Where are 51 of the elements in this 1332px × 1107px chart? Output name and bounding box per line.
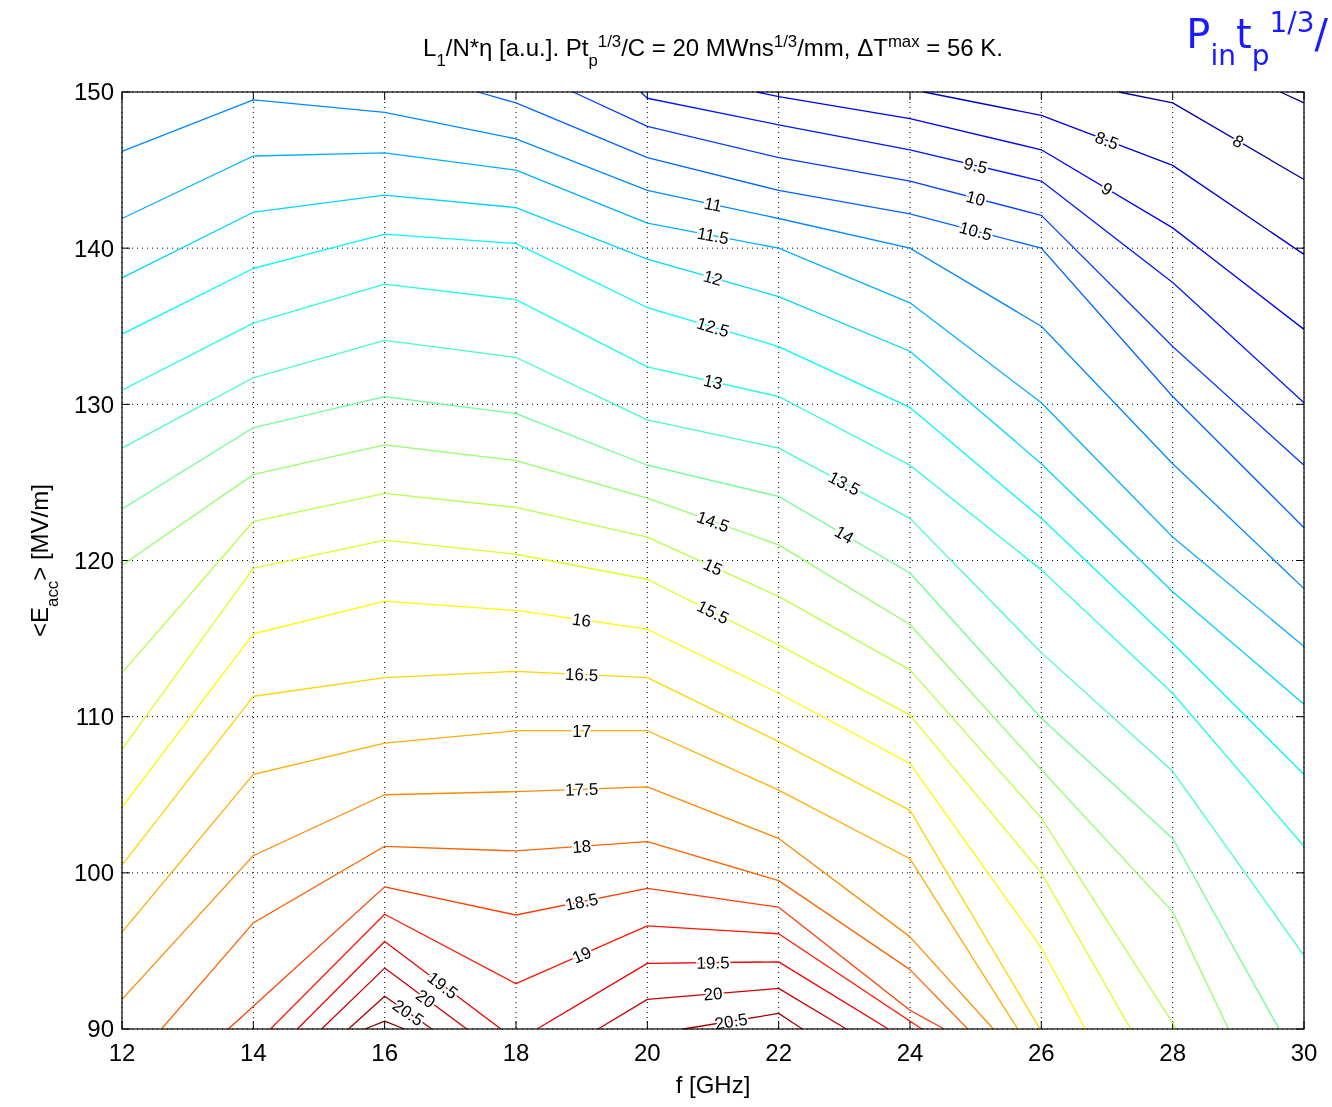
text: 14.5 [694, 507, 732, 537]
text: 11.5 [695, 223, 731, 249]
series-label: 16.5 [564, 664, 599, 686]
x-tick-label: 16 [371, 1039, 399, 1066]
y-tick-label: 150 [73, 78, 114, 106]
x-tick-label: 26 [1027, 1039, 1055, 1066]
text: 19 [569, 942, 595, 968]
text: 16 [570, 609, 593, 632]
chart-title: L$_{1}$/N*η [a.u.]. Pt$_{p}$$^{1/3}$/C = 20 MWns$^{1/3}$/mm, ΔT$^{max}$ = 56 K. [423, 31, 1003, 70]
line-series [160, 840, 969, 1030]
y-tick-label: 120 [73, 546, 114, 574]
line-series [269, 913, 923, 1030]
x-tick-label: 24 [896, 1039, 924, 1066]
text: 8 [1229, 130, 1247, 153]
text: 9.5 [961, 153, 990, 178]
text: 18.5 [563, 889, 600, 915]
text: 8.5 [1092, 127, 1122, 154]
text: 12 [701, 266, 725, 290]
text: 15.5 [693, 596, 732, 629]
text: 14 [831, 522, 858, 549]
text: P$_{in}$t$_{p}$$^{1/3}$/ [1186, 5, 1329, 72]
text: 12.5 [694, 313, 732, 342]
series-label: 17.5 [564, 779, 599, 800]
x-tick-label: 28 [1159, 1039, 1187, 1066]
y-tick-label: 140 [73, 234, 114, 262]
text: 13 [701, 370, 725, 394]
x-tick-label: 18 [502, 1039, 530, 1066]
text: 15 [700, 554, 726, 580]
line-series [121, 152, 1305, 648]
x-tick-label: 14 [239, 1039, 267, 1066]
x-axis-title: f [GHz] [675, 1071, 751, 1098]
line-series [227, 886, 945, 1030]
y-tick-label: 110 [75, 703, 114, 731]
line-series [572, 91, 1305, 466]
y-tick-label: 100 [73, 859, 114, 887]
text: 9 [1097, 178, 1116, 200]
x-tick-label: 20 [633, 1039, 661, 1066]
text: 20.5 [713, 1009, 749, 1034]
x-tick-label: 22 [765, 1039, 793, 1066]
series-label: 20 [702, 984, 724, 1005]
text: 10 [964, 187, 988, 211]
x-tick-label: 30 [1290, 1039, 1318, 1066]
series-label: 18 [571, 836, 592, 857]
y-tick-label: 130 [73, 390, 114, 418]
text: 10.5 [957, 218, 994, 245]
text: 13.5 [825, 467, 864, 500]
line-series [121, 600, 1086, 1030]
line-series [121, 670, 1041, 1030]
text: 11 [702, 193, 724, 217]
line-series [640, 91, 1305, 404]
line-series [121, 99, 1305, 590]
